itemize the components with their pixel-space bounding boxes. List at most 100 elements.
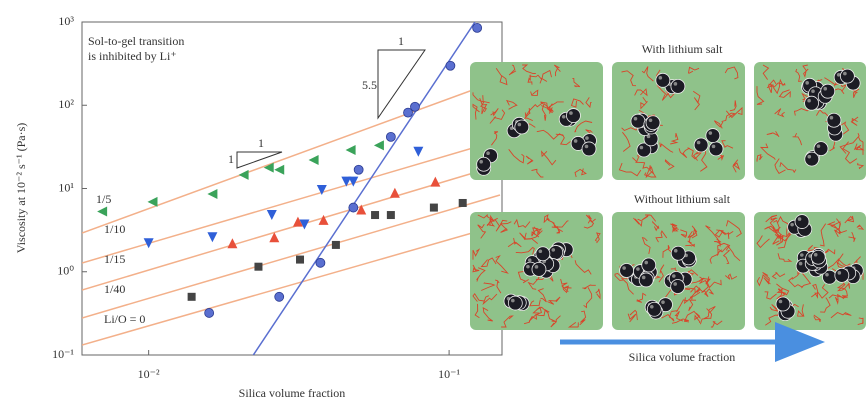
fit-lines <box>82 22 500 360</box>
annotation: Sol-to-gel transition <box>88 34 184 48</box>
highlight <box>551 248 555 252</box>
marker <box>274 165 284 175</box>
highlight <box>528 258 532 262</box>
highlight <box>585 136 589 140</box>
highlight <box>539 249 543 253</box>
highlight <box>807 99 811 103</box>
marker <box>267 210 277 220</box>
plot-frame <box>82 22 502 355</box>
highlight <box>634 117 638 121</box>
marker <box>430 177 440 187</box>
highlight <box>636 267 640 271</box>
annotation: is inhibited by Li⁺ <box>88 49 177 63</box>
particle <box>671 279 685 293</box>
highlight <box>585 145 589 149</box>
x-tick-label: 10⁻¹ <box>438 367 460 381</box>
marker <box>148 197 158 207</box>
highlight <box>535 265 539 269</box>
y-tick-label: 10³ <box>58 14 74 28</box>
highlight <box>798 217 802 221</box>
particle <box>805 96 819 110</box>
marker <box>309 155 319 165</box>
particle <box>647 302 661 316</box>
particle <box>536 247 550 261</box>
highlight <box>562 115 566 119</box>
highlight <box>479 160 483 164</box>
marker <box>316 258 325 267</box>
marker <box>254 263 262 271</box>
particle <box>827 113 841 127</box>
highlight <box>569 111 573 115</box>
slope-label: 1 <box>258 136 264 150</box>
marker <box>386 132 395 141</box>
legend-label: 1/40 <box>104 282 125 296</box>
highlight <box>674 249 678 253</box>
highlight <box>526 265 530 269</box>
y-tick-label: 10⁻¹ <box>52 347 74 361</box>
particle <box>811 250 825 264</box>
marker <box>413 147 423 157</box>
particle <box>706 129 720 143</box>
marker <box>410 102 419 111</box>
panel-label: Without lithium salt <box>634 192 731 206</box>
particle <box>515 120 529 134</box>
marker <box>332 241 340 249</box>
marker <box>144 238 154 248</box>
particle <box>671 79 685 93</box>
highlight <box>712 145 716 149</box>
slope-label: 1 <box>398 34 404 48</box>
highlight <box>622 266 626 270</box>
marker <box>374 140 384 150</box>
highlight <box>843 72 847 76</box>
marker <box>207 189 217 199</box>
panel-label: With lithium salt <box>642 42 724 56</box>
legend-label: 1/10 <box>104 222 125 236</box>
x-axis-label: Silica volume fraction <box>239 386 346 400</box>
particle <box>549 245 563 259</box>
highlight <box>649 118 653 122</box>
highlight <box>830 116 834 120</box>
slope-label: 1 <box>228 152 234 166</box>
y-tick-label: 10⁰ <box>57 264 74 278</box>
marker <box>387 211 395 219</box>
highlight <box>650 305 654 309</box>
marker <box>275 292 284 301</box>
highlight <box>779 300 783 304</box>
highlight <box>486 151 490 155</box>
particle <box>620 264 634 278</box>
legend-label: 1/5 <box>96 192 111 206</box>
highlight <box>518 123 522 127</box>
y-axis-label: Viscosity at 10⁻² s⁻¹ (Pa·s) <box>14 123 28 253</box>
marker <box>349 203 358 212</box>
marker <box>346 145 356 155</box>
particle <box>508 296 522 310</box>
highlight <box>672 274 676 278</box>
marker <box>473 23 482 32</box>
marker <box>188 293 196 301</box>
highlight <box>825 273 829 277</box>
slope-label: 5.5 <box>362 78 377 92</box>
legend-label: 1/15 <box>104 252 125 266</box>
highlight <box>673 282 677 286</box>
highlight <box>790 223 794 227</box>
highlight <box>837 73 841 77</box>
marker <box>296 256 304 264</box>
highlight <box>799 262 803 266</box>
highlight <box>697 141 701 145</box>
particle <box>642 258 656 272</box>
highlight <box>659 76 663 80</box>
particle <box>795 215 809 229</box>
particle <box>532 262 546 276</box>
highlight <box>644 261 648 265</box>
particle <box>656 73 670 87</box>
figure: 1 5.5 1 1 Sol-to-gel transition is inhib… <box>0 0 866 405</box>
particle <box>646 116 660 130</box>
marker <box>239 170 249 180</box>
particle <box>821 84 835 98</box>
particle <box>566 109 580 123</box>
highlight <box>838 271 842 275</box>
highlight <box>823 87 827 91</box>
marker <box>446 61 455 70</box>
marker <box>430 204 438 212</box>
y-tick-label: 10² <box>58 97 74 111</box>
